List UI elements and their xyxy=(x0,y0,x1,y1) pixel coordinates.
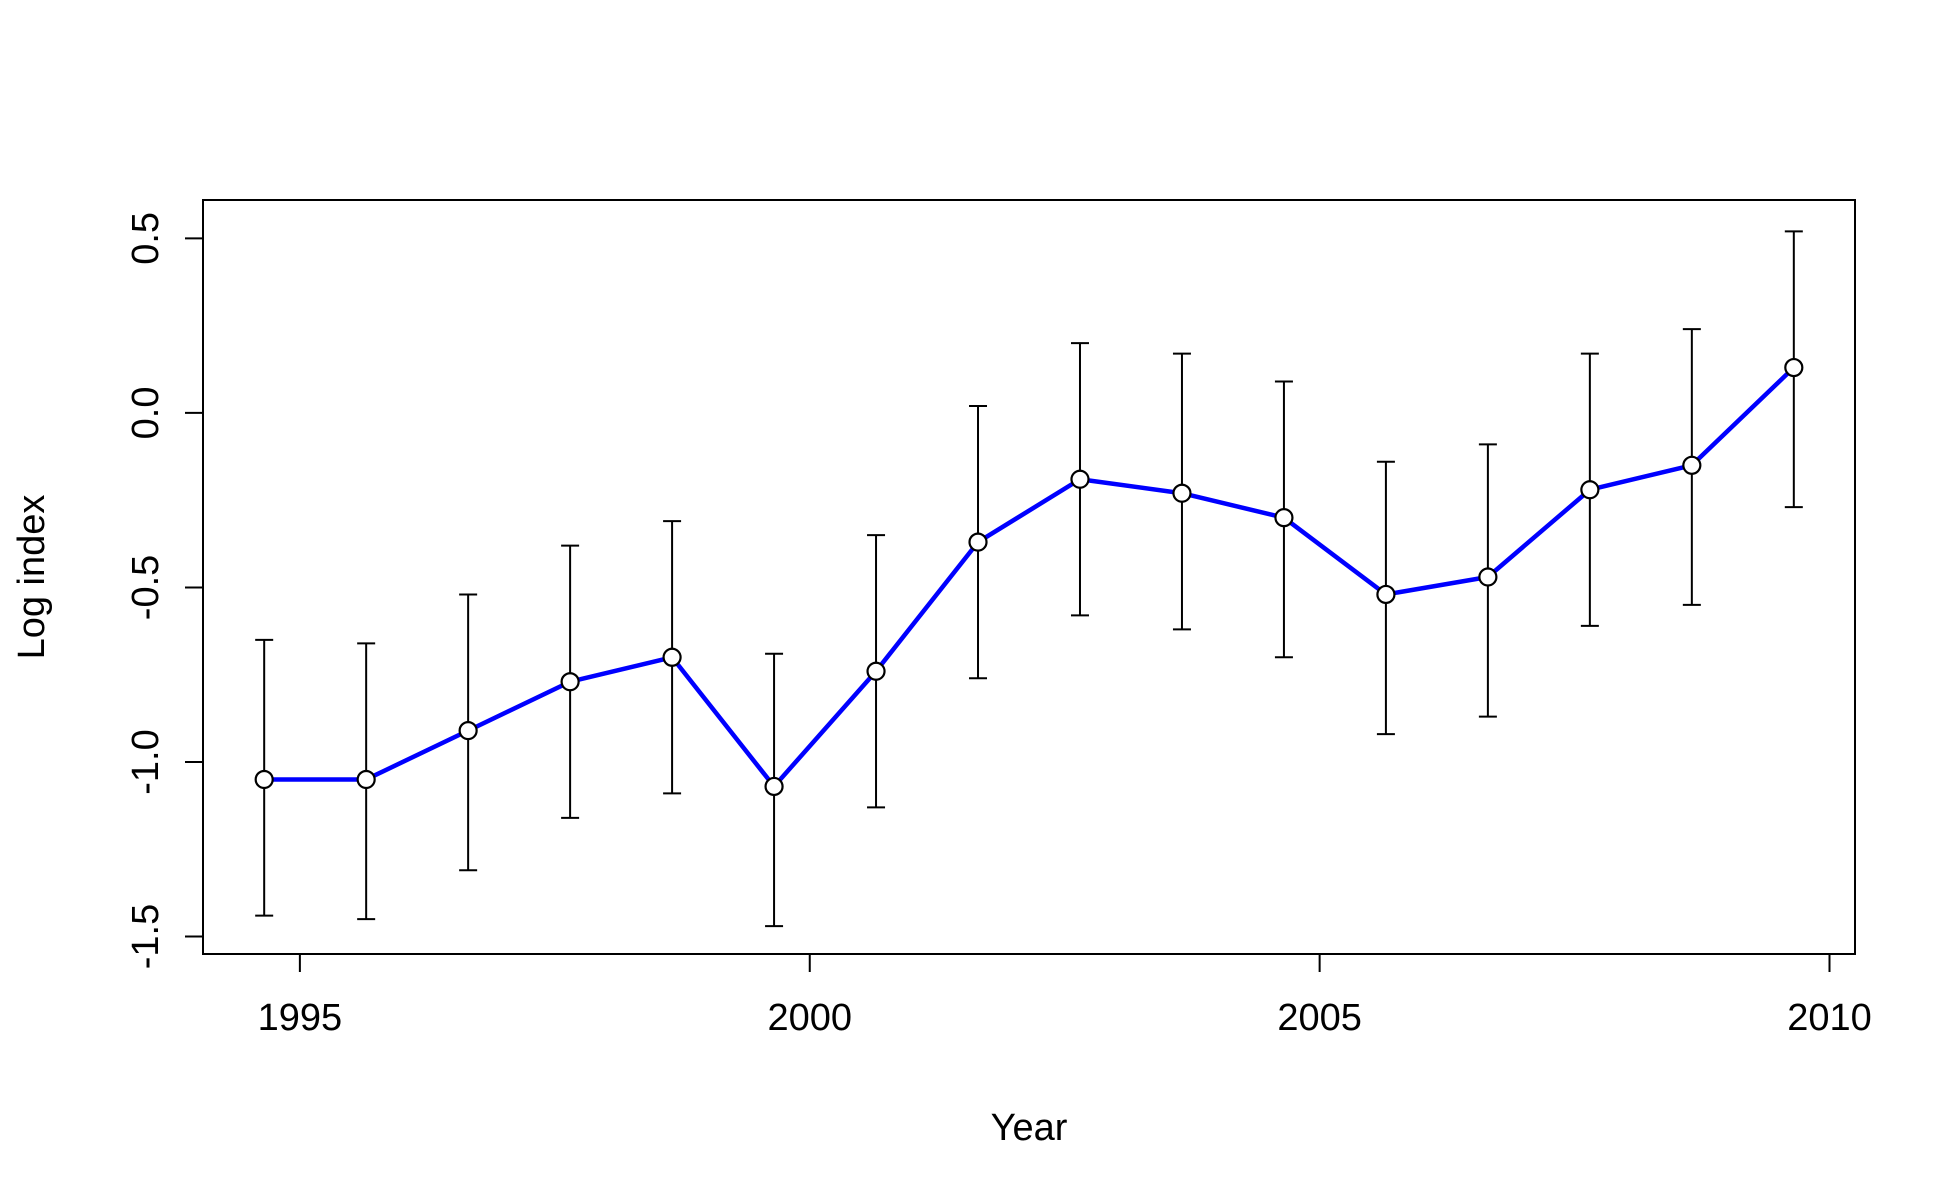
data-point xyxy=(356,769,376,790)
data-point xyxy=(1070,469,1090,489)
x-axis-label: Year xyxy=(991,1107,1068,1149)
data-point xyxy=(662,647,682,667)
data-point xyxy=(764,776,784,797)
x-tick-label: 2010 xyxy=(1787,997,1872,1039)
y-tick-label: -0.5 xyxy=(125,555,167,620)
data-point xyxy=(254,769,274,790)
y-axis-label: Log index xyxy=(11,495,53,660)
y-tick-label: 0.0 xyxy=(125,387,167,440)
x-tick-label: 2005 xyxy=(1277,997,1362,1039)
markers xyxy=(254,357,1804,797)
error-bars xyxy=(255,230,1803,928)
y-tick-label: -1.0 xyxy=(125,729,167,794)
data-point xyxy=(1478,567,1498,587)
x-tick-label: 2000 xyxy=(767,997,852,1039)
x-tick-label: 1995 xyxy=(258,997,343,1039)
y-tick-label: -1.5 xyxy=(125,904,167,969)
plot-box xyxy=(202,199,1856,955)
data-point xyxy=(1172,483,1192,503)
series-line-group xyxy=(264,365,1796,789)
data-point xyxy=(458,720,478,741)
data-point xyxy=(1784,357,1804,378)
data-point xyxy=(1682,455,1702,475)
data-point xyxy=(1580,480,1600,500)
series-line xyxy=(264,365,1796,789)
data-point xyxy=(968,532,988,552)
data-point xyxy=(560,672,580,692)
y-axis: -1.5 -1.0 -0.5 0.0 0.5 xyxy=(125,212,204,969)
y-tick-label: 0.5 xyxy=(125,212,167,265)
x-axis: 1995 2000 2005 2010 xyxy=(258,953,1872,1039)
data-point xyxy=(1376,584,1396,605)
data-point xyxy=(866,661,886,681)
data-point xyxy=(1274,508,1294,528)
